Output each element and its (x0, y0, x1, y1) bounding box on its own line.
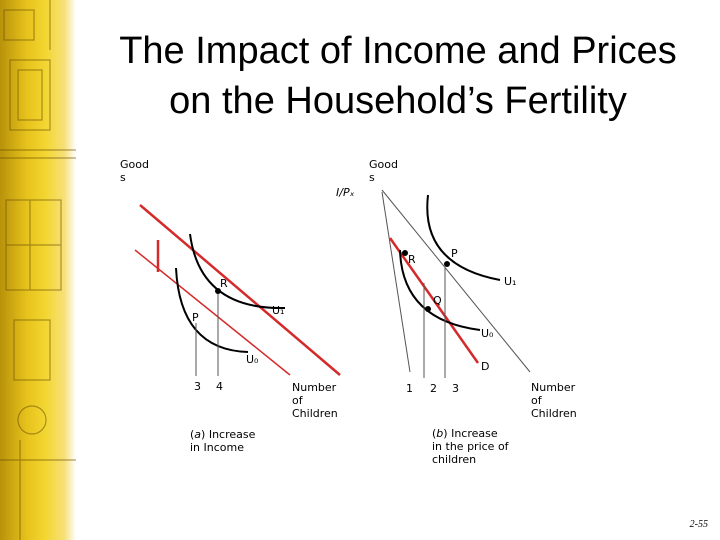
panel-a-curve-u0-label: U₀ (246, 353, 259, 366)
slide-title: The Impact of Income and Prices on the H… (76, 26, 720, 126)
decorative-side-band (0, 0, 76, 540)
panel-b-tick-3: 3 (452, 382, 459, 395)
panel-b-point-p-dot (444, 261, 450, 267)
panel-a-budget-line-initial (134, 249, 291, 376)
panel-b-budget-line-compensated (388, 237, 480, 364)
panel-a-x-axis-label: Number of Children (292, 381, 338, 420)
panel-a-caption-prefix: ( (190, 428, 195, 441)
panel-b-caption-rest: ) Increase in the price of children (432, 427, 509, 466)
slide-title-line-2: on the Household’s Fertility (169, 80, 627, 122)
panel-b-tick-1: 1 (406, 382, 413, 395)
panel-b-curve-u1-label: U₁ (504, 275, 517, 288)
panel-b-caption-prefix: ( (432, 427, 437, 440)
panel-a-tick-4: 4 (216, 380, 223, 393)
panel-b-point-q-dot (425, 306, 431, 312)
panel-b-budget-line-steep (381, 191, 411, 373)
panel-b-point-r-label: R (408, 253, 416, 266)
panel-a-point-r-dot (215, 288, 221, 294)
panel-b-caption: (b) Increase in the price of children (432, 427, 509, 466)
panel-b-budget-line-initial (381, 189, 531, 373)
panel-a-budget-label: I/Pₓ (336, 186, 355, 199)
panel-a-point-r-label: R (220, 277, 228, 290)
panel-a-indifference-curve-u1 (189, 233, 286, 310)
slide-page-number: 2-55 (689, 519, 708, 530)
panel-b-graph (381, 189, 531, 378)
panel-b-curve-u0-label: U₀ (481, 327, 494, 340)
panel-b-y-axis-label: Good s (369, 158, 398, 184)
panel-a-caption-rest: ) Increase in Income (190, 428, 256, 454)
panel-a-curve-u1-label: U₁ (272, 304, 285, 317)
panel-b-indifference-curve-u1 (426, 194, 501, 281)
panel-a-budget-line-new (139, 204, 341, 376)
panel-b-indifference-curve-u0 (399, 249, 481, 331)
panel-a-indifference-curve-u0 (175, 267, 249, 353)
panel-b-caption-letter: b (436, 427, 444, 440)
panel-a-caption-letter: a (194, 428, 202, 441)
slide-title-line-1: The Impact of Income and Prices (119, 30, 677, 72)
panel-b-point-q-label: Q (433, 294, 442, 307)
panel-a-y-axis-label: Good s (120, 158, 149, 184)
panel-b-point-r-dot (402, 250, 408, 256)
panel-a-caption: (a) Increase in Income (190, 428, 255, 454)
panel-b-tick-2: 2 (430, 382, 437, 395)
panel-b-point-d-label: D (481, 360, 490, 373)
panel-b-point-p-label: P (451, 247, 458, 260)
panel-a-graph (134, 204, 341, 376)
panel-a-point-p-label: P (192, 311, 199, 324)
panel-b-x-axis-label: Number of Children (531, 381, 577, 420)
blueprint-pattern (0, 0, 76, 540)
panel-a-tick-3: 3 (194, 380, 201, 393)
